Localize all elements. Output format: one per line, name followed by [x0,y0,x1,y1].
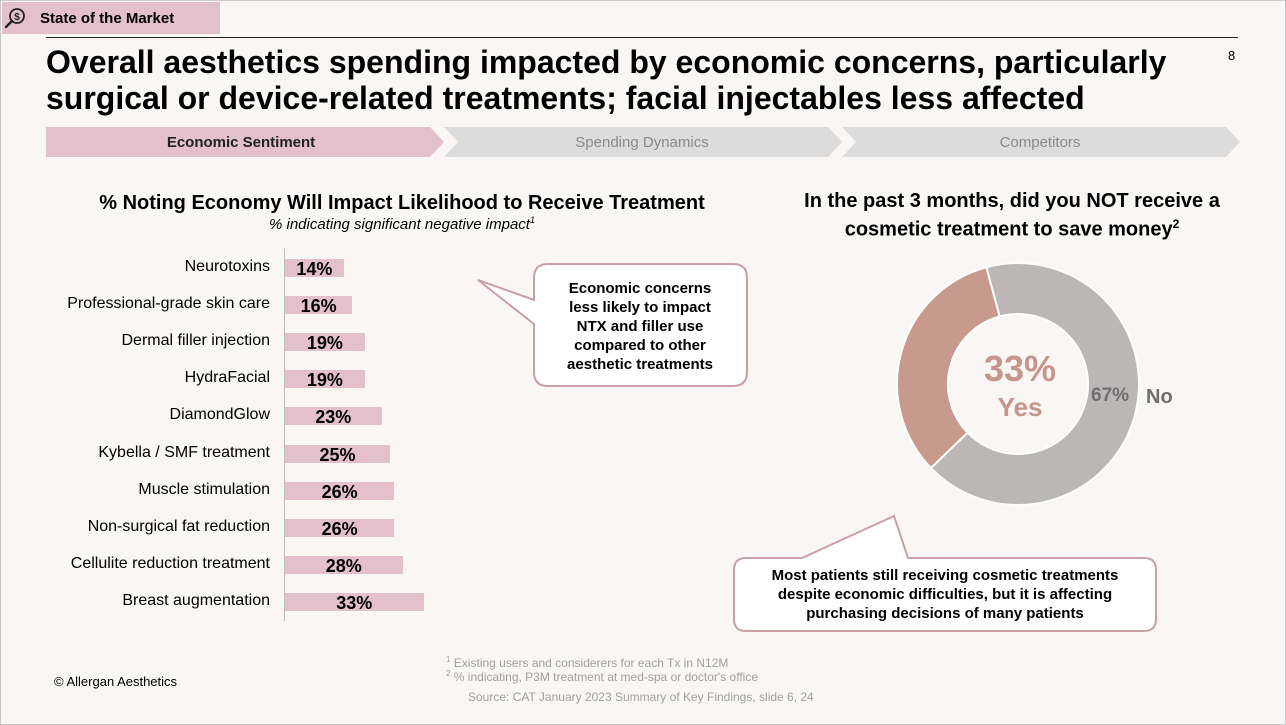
copyright: © Allergan Aesthetics [54,674,178,689]
donut-slice-yes [896,265,1001,470]
bars-callout-line: NTX and filler use [576,318,704,335]
bar-chart-subtitle-footnote-marker: 1 [529,215,535,225]
step-chevrons [46,127,1240,157]
step-economic-sentiment-shape [46,127,444,157]
bar [285,518,395,537]
bar-category-label: DiamondGlow [169,406,270,424]
page-number: 8 [1228,48,1236,63]
bar-value-label: 26% [321,481,358,502]
bar-category-label: HydraFacial [184,369,270,387]
donut-callout-line: purchasing decisions of many patients [806,605,1084,622]
donut-chart-title-line-1: In the past 3 months, did you NOT receiv… [804,190,1220,212]
bar [285,259,344,277]
bar-category-label: Dermal filler injection [121,332,271,350]
footnote-2-marker: 2 [446,669,451,678]
bar-chart-subtitle-text: % indicating significant negative impact [269,216,530,233]
bar-category-label: Breast augmentation [122,591,270,609]
bar [285,592,424,611]
donut-callout: Most patients still receiving cosmetic t… [734,566,1156,623]
bar [285,333,365,352]
bars-callout-line: less likely to impact [569,299,711,316]
footnote-1-text: Existing users and considerers for each … [453,656,729,670]
bar-value-label: 28% [325,555,362,576]
donut-chart-title-line-2-text: cosmetic treatment to save money [844,218,1173,241]
step-competitors-shape [842,127,1240,157]
bar-category-label: Professional-grade skin care [67,295,270,313]
bar [285,481,395,500]
donut-no-label: No [1146,386,1173,408]
money-search-icon: $ [4,8,25,29]
header-divider [46,37,1238,38]
bar-category-label: Kybella / SMF treatment [98,443,270,461]
bar-value-label: 23% [315,407,352,428]
bar-value-label: 16% [300,296,337,317]
bar-value-label: 19% [306,333,343,354]
donut-chart [896,262,1140,506]
bar-value-label: 14% [296,259,333,279]
section-tab [2,2,220,34]
footnote-2: 2 % indicating, P3M treatment at med-spa… [446,669,758,684]
bar-category-label: Non-surgical fat reduction [87,517,270,535]
page-title-line-1: Overall aesthetics spending impacted by … [46,44,1167,80]
footnote-1: 1 Existing users and considerers for eac… [446,655,728,670]
bar-value-label: 25% [319,444,356,465]
donut-slice-no [929,262,1140,506]
bar-category-label: Neurotoxins [184,258,270,275]
donut-chart-title: In the past 3 months, did you NOT receiv… [780,190,1244,242]
bars-callout-line: aesthetic treatments [567,356,713,373]
page-title-line-2: surgical or device-related treatments; f… [46,80,1085,116]
source-note: Source: CAT January 2023 Summary of Key … [468,690,814,704]
bar-category-label: Cellulite reduction treatment [70,554,270,572]
donut-callout-shape [733,514,1157,632]
page-title: Overall aesthetics spending impacted by … [46,44,1206,116]
bars-callout: Economic concerns less likely to impact … [534,279,746,374]
donut-yes-value: 33% [983,348,1057,389]
section-label: State of the Market [40,10,175,27]
bar-value-label: 33% [336,592,373,613]
donut-callout-line: despite economic difficulties, but it is… [777,586,1113,603]
bar-value-label: 26% [321,518,358,539]
bar [285,555,403,574]
step-spending-dynamics-shape [444,127,842,157]
step-spending-dynamics[interactable]: Spending Dynamics [575,133,709,151]
bar-category-label: Muscle stimulation [138,480,270,498]
step-competitors[interactable]: Competitors [999,133,1081,151]
donut-yes-label: Yes [997,392,1043,422]
bars-callout-line: compared to other [574,337,706,354]
step-economic-sentiment[interactable]: Economic Sentiment [166,133,316,151]
bars-callout-line: Economic concerns [568,280,712,297]
bar-chart-subtitle: % indicating significant negative impact… [46,215,758,233]
bar [285,444,390,463]
footnote-1-marker: 1 [446,655,451,664]
bar [285,296,353,315]
donut-no-value: 67% [1091,385,1130,406]
bar-value-label: 19% [306,370,343,391]
donut-chart-title-footnote-marker: 2 [1172,217,1180,231]
bar-chart-axis [284,249,285,621]
footnote-2-text: % indicating, P3M treatment at med-spa o… [453,670,759,684]
bar [285,407,382,426]
donut-callout-line: Most patients still receiving cosmetic t… [771,567,1119,584]
donut-chart-title-line-2: cosmetic treatment to save money2 [780,213,1244,242]
bar [285,370,365,389]
svg-text:$: $ [14,12,20,23]
bars-callout-shape [477,263,748,387]
bar-chart-title: % Noting Economy Will Impact Likelihood … [99,192,705,214]
